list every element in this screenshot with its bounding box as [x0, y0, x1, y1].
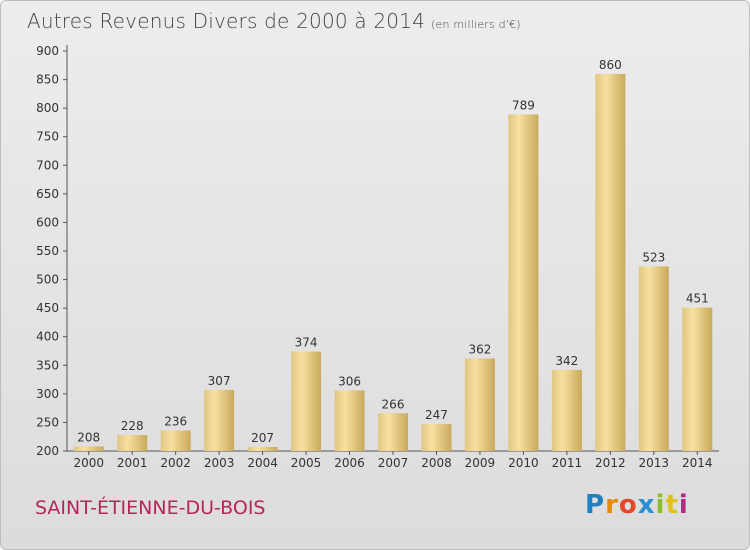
bar-value-label: 306 — [338, 374, 361, 388]
x-tick-label: 2011 — [552, 456, 583, 470]
bar — [334, 390, 365, 451]
x-tick-label: 2010 — [508, 456, 539, 470]
bar — [378, 413, 408, 451]
bar-value-label: 228 — [121, 419, 144, 433]
x-tick-label: 2012 — [595, 456, 626, 470]
chart-labels: 208 228 236 307 207 374 306 266 247 362 789 342 860 5… — [77, 58, 708, 445]
bar-value-label: 374 — [295, 336, 318, 350]
x-tick-label: 2006 — [334, 456, 365, 470]
y-tick-label: 450 — [36, 301, 59, 315]
x-tick-label: 2013 — [639, 456, 670, 470]
bar — [508, 114, 539, 451]
x-tick-label: 2009 — [465, 456, 496, 470]
bar-value-label: 451 — [686, 292, 709, 306]
y-tick-label: 300 — [36, 387, 59, 401]
bar-value-label: 247 — [425, 408, 448, 422]
x-tick-label: 2002 — [160, 456, 191, 470]
bar-value-label: 207 — [251, 431, 274, 445]
y-tick-label: 600 — [36, 215, 59, 229]
bar-value-label: 342 — [555, 354, 578, 368]
x-tick-label: 2004 — [247, 456, 278, 470]
bar-value-label: 236 — [164, 414, 187, 428]
y-tick-label: 400 — [36, 330, 59, 344]
bar-value-label: 860 — [599, 58, 622, 72]
bar — [204, 389, 235, 451]
x-tick-label: 2007 — [378, 456, 409, 470]
bar-value-label: 789 — [512, 98, 535, 112]
bar-value-label: 362 — [468, 342, 491, 356]
bar — [464, 358, 495, 451]
y-tick-label: 700 — [36, 158, 59, 172]
x-tick-label: 2005 — [291, 456, 322, 470]
chart-unit: (en milliers d'€) — [431, 18, 521, 31]
bar — [73, 446, 104, 451]
y-tick-label: 800 — [36, 101, 59, 115]
bar-value-label: 208 — [77, 430, 100, 444]
chart-bars — [73, 73, 713, 451]
y-tick-label: 350 — [36, 358, 59, 372]
bar — [117, 435, 148, 451]
bar-value-label: 307 — [208, 374, 231, 388]
x-tick-label: 2003 — [204, 456, 235, 470]
bar — [551, 369, 582, 451]
y-tick-label: 550 — [36, 244, 59, 258]
y-tick-label: 250 — [36, 415, 59, 429]
bar-value-label: 266 — [382, 397, 405, 411]
x-tick-label: 2008 — [421, 456, 452, 470]
bar-value-label: 523 — [642, 250, 665, 264]
town-name: SAINT-ÉTIENNE-DU-BOIS — [35, 497, 266, 519]
bar — [160, 430, 191, 451]
chart-title: Autres Revenus Divers de 2000 à 2014 (en … — [27, 9, 521, 33]
y-tick-label: 200 — [36, 444, 59, 458]
y-tick-label: 750 — [36, 130, 59, 144]
bar — [638, 266, 669, 451]
y-tick-label: 650 — [36, 187, 59, 201]
bar — [291, 351, 322, 451]
bar — [247, 447, 278, 451]
bar — [421, 424, 452, 451]
proxiti-logo: Proxiti — [585, 490, 689, 520]
x-tick-label: 2014 — [682, 456, 713, 470]
bar — [682, 307, 713, 451]
x-tick-label: 2000 — [73, 456, 104, 470]
y-tick-label: 900 — [36, 44, 59, 58]
y-tick-label: 500 — [36, 273, 59, 287]
bar — [595, 73, 626, 451]
chart-title-text: Autres Revenus Divers de 2000 à 2014 — [27, 9, 426, 33]
chart-axes: 200 250 300 350 400 450 500 550 600 650 700 750 800 8… — [36, 44, 719, 470]
y-tick-label: 850 — [36, 73, 59, 87]
x-tick-label: 2001 — [117, 456, 148, 470]
